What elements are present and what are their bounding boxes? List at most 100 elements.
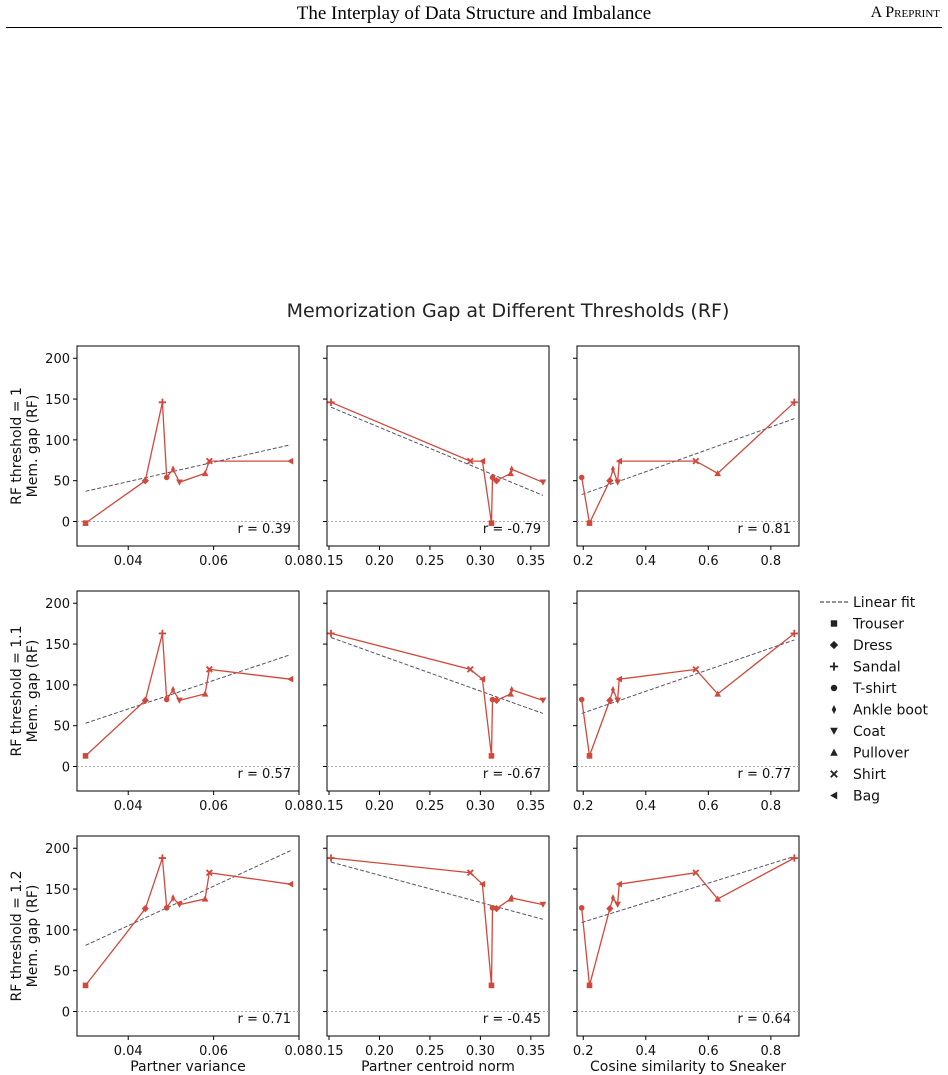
y-tick-label: 50	[53, 475, 70, 490]
x-tick-label: 0.04	[114, 554, 143, 569]
x-tick-label: 0.6	[698, 799, 719, 814]
x-tick-label: 0.15	[315, 799, 344, 814]
linear-fit-line	[581, 418, 795, 496]
y-tick-label: 50	[53, 720, 70, 735]
data-point-sandal	[790, 398, 798, 406]
x-tick-label: 0.08	[285, 799, 314, 814]
legend-item: T-shirt	[830, 681, 897, 697]
x-axis-label: Partner centroid norm	[361, 1059, 515, 1075]
data-point-t-shirt	[578, 696, 585, 703]
data-point-t-shirt	[163, 696, 170, 703]
axes-frame	[76, 835, 300, 1037]
correlation-label: r = 0.71	[238, 1012, 291, 1027]
legend-label: Sandal	[853, 660, 901, 676]
data-point-shirt	[692, 457, 700, 465]
data-point-pullover	[201, 895, 209, 902]
data-point-shirt	[466, 665, 474, 673]
y-axis-label-line: Mem. gap (RF)	[25, 885, 41, 988]
data-point-dress	[492, 477, 501, 485]
panel-r3-c1: 0 50 100 150 200 0.04 0.06 0.08 r = 0.71 Partner …	[45, 835, 314, 1075]
data-point-ankle-boot	[610, 685, 615, 694]
data-point-shirt	[692, 869, 700, 877]
legend-item: Shirt	[830, 767, 886, 783]
y-tick-label: 200	[45, 597, 70, 612]
page-header-title: The Interplay of Data Structure and Imba…	[296, 3, 652, 24]
y-tick-label: 0	[62, 761, 70, 776]
y-axis-label-line: RF threshold = 1	[9, 387, 25, 505]
data-point-dress	[141, 696, 149, 705]
legend-label: Dress	[853, 638, 892, 654]
legend-label: Ankle boot	[853, 703, 929, 719]
panel-r2-c2: 0.15 0.20 0.25 0.30 0.35 r = -0.67	[315, 590, 550, 814]
y-tick-label: 150	[45, 393, 70, 408]
x-axis-label: Cosine similarity to Sneaker	[590, 1059, 786, 1075]
data-point-sandal	[327, 398, 335, 406]
axes-frame	[576, 345, 800, 547]
x-tick-label: 0.04	[114, 1044, 143, 1059]
data-point-pullover	[714, 469, 722, 477]
correlation-label: r = 0.39	[238, 522, 291, 537]
x-tick-label: 0.35	[516, 554, 545, 569]
data-point-t-shirt	[163, 905, 170, 911]
data-point-coat	[539, 901, 547, 908]
x-tick-label: 0.20	[365, 554, 394, 569]
data-point-shirt	[205, 665, 213, 673]
x-tick-label: 0.4	[635, 1044, 656, 1059]
data-point-t-shirt	[163, 474, 170, 481]
panel-r3-c3: 0.2 0.4 0.6 0.8 r = 0.64 Cosine similarity to…	[573, 835, 800, 1075]
panel-r3-c2: 0.15 0.20 0.25 0.30 0.35 r = -0.45 Partner cen…	[315, 835, 550, 1075]
series-line	[85, 402, 291, 524]
data-point-sandal	[158, 629, 167, 638]
correlation-label: r = 0.57	[238, 767, 291, 782]
y-axis-label-line: Mem. gap (RF)	[25, 640, 41, 743]
y-axis-label-line: Mem. gap (RF)	[25, 395, 41, 498]
data-point-sandal	[158, 854, 167, 862]
x-tick-label: 0.06	[199, 554, 228, 569]
data-point-dress	[606, 905, 614, 913]
x-tick-label: 0.30	[466, 799, 495, 814]
legend-marker-sandal	[829, 662, 839, 671]
x-tick-label: 0.6	[698, 1044, 719, 1059]
figure-title: Memorization Gap at Different Thresholds…	[287, 300, 730, 322]
axes-frame	[326, 345, 550, 547]
y-tick-label: 0	[62, 516, 70, 531]
x-tick-label: 0.25	[415, 1044, 444, 1059]
data-point-bag	[479, 457, 486, 465]
panel-r1-c1: 0 50 100 150 200 0.04 0.06 0.08 r = 0.39	[45, 345, 314, 569]
series-line	[581, 401, 795, 526]
legend-label: T-shirt	[852, 681, 897, 697]
data-point-shirt	[692, 665, 700, 673]
x-tick-label: 0.35	[516, 1044, 545, 1059]
legend-label: Bag	[853, 789, 880, 805]
data-point-bag	[615, 880, 623, 888]
data-point-dress	[606, 477, 614, 485]
data-point-bag	[615, 457, 623, 465]
x-tick-label: 0.15	[315, 1044, 344, 1059]
y-tick-label: 50	[53, 965, 70, 980]
linear-fit-line	[581, 855, 795, 924]
legend-item: Dress	[829, 638, 892, 654]
series-line	[330, 857, 544, 986]
axes-frame	[576, 590, 800, 792]
data-point-trouser	[82, 982, 89, 989]
x-tick-label: 0.8	[761, 799, 782, 814]
y-tick-label: 100	[45, 434, 70, 449]
series-line	[85, 633, 291, 757]
panel-grid: RF threshold = 1Mem. gap (RF)05010015020…	[9, 345, 800, 1075]
legend-marker-ankle-boot	[831, 705, 837, 714]
data-point-coat	[176, 697, 183, 704]
x-tick-label: 0.15	[315, 554, 344, 569]
data-point-shirt	[466, 457, 474, 465]
y-axis-label-line: RF threshold = 1.2	[9, 870, 25, 1001]
data-point-trouser	[586, 753, 593, 759]
legend-label: Coat	[853, 724, 886, 740]
data-point-sandal	[790, 629, 798, 638]
data-point-sandal	[327, 629, 335, 638]
x-tick-label: 0.08	[285, 1044, 314, 1059]
x-tick-label: 0.08	[285, 554, 314, 569]
legend-marker-pullover	[830, 748, 838, 756]
data-point-pullover	[714, 895, 722, 902]
data-point-sandal	[158, 398, 167, 406]
panel-r2-c1: 0 50 100 150 200 0.04 0.06 0.08 r = 0.57	[45, 590, 314, 814]
linear-fit-line	[330, 637, 544, 714]
